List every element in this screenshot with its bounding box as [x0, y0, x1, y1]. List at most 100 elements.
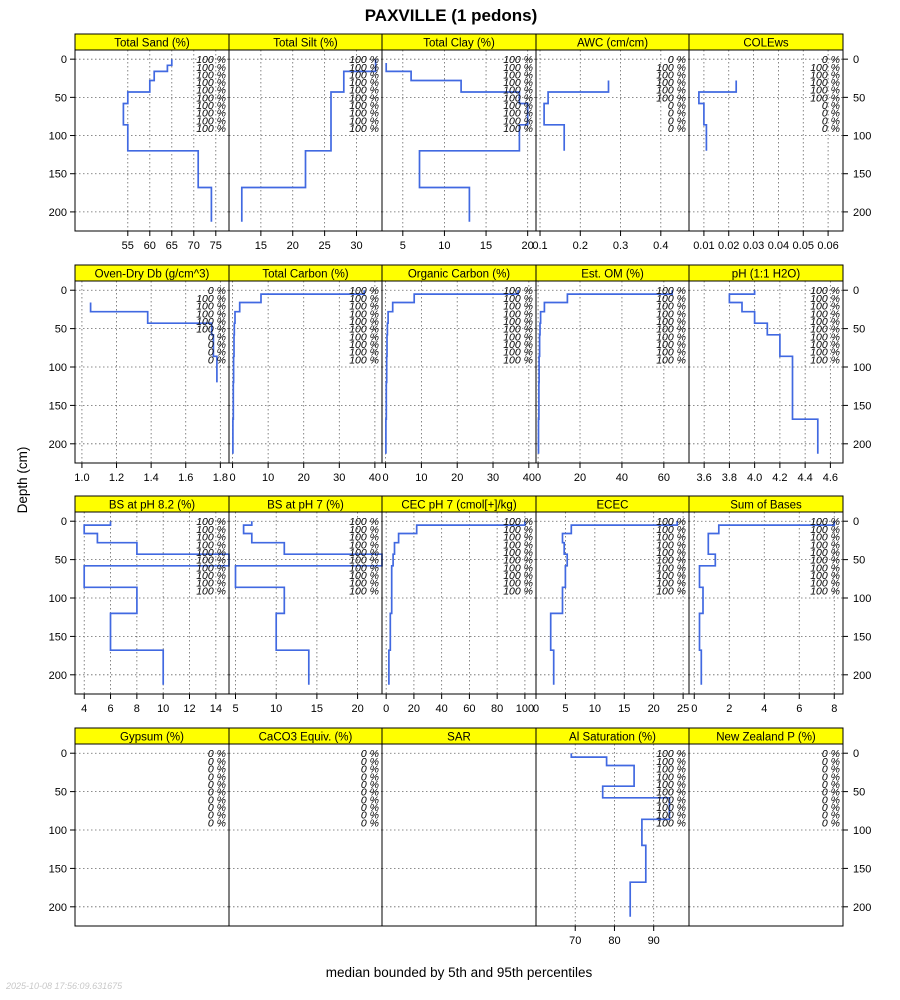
percentile-label: 100 % [656, 748, 686, 760]
x-tick-label: 80 [608, 935, 620, 947]
percentile-label: 100 % [503, 331, 533, 343]
percentile-label: 100 % [656, 802, 686, 814]
percentile-label: 100 % [503, 123, 533, 135]
x-tick-label: 60 [658, 472, 670, 484]
x-tick-label: 5 [400, 240, 406, 252]
percentile-label: 100 % [349, 324, 379, 336]
percentile-label: 0 % [208, 810, 226, 822]
percentile-label: 100 % [349, 524, 379, 536]
x-tick-label: 5 [562, 703, 568, 715]
x-tick-label: 0.1 [532, 240, 547, 252]
percentile-label: 0 % [361, 810, 379, 822]
x-tick-label: 3.6 [696, 472, 711, 484]
panel-frame [228, 743, 383, 927]
percentile-label: 100 % [503, 547, 533, 559]
x-tick-label: 8 [134, 703, 140, 715]
percentile-label: 100 % [349, 301, 379, 313]
x-tick-label: 20 [408, 703, 420, 715]
percentile-label: 100 % [349, 285, 379, 297]
x-tick-label: 10 [157, 703, 169, 715]
percentile-label: 100 % [656, 547, 686, 559]
percentile-label: 100 % [349, 108, 379, 120]
profile-line [543, 80, 610, 151]
percentile-label: 0 % [668, 123, 686, 135]
percentile-label: 100 % [349, 293, 379, 305]
percentile-label: 100 % [349, 308, 379, 320]
strip-label: Total Clay (%) [423, 38, 495, 50]
strip-label: pH (1:1 H2O) [732, 269, 801, 281]
x-tick-label: 65 [166, 240, 178, 252]
percentile-label: 0 % [822, 771, 840, 783]
x-tick-label: 20 [287, 240, 299, 252]
percentile-label: 0 % [668, 54, 686, 66]
x-tick-label: 0.01 [693, 240, 714, 252]
percentile-label: 100 % [196, 585, 226, 597]
y-tick-label: 50 [853, 555, 865, 567]
strip-label: CEC pH 7 (cmol[+]/kg) [401, 500, 517, 512]
x-tick-label: 0.2 [573, 240, 588, 252]
percentile-label: 100 % [503, 92, 533, 104]
strip-label: BS at pH 8.2 (%) [109, 500, 195, 512]
y-tick-label: 100 [853, 825, 871, 837]
x-tick-label: 0.4 [653, 240, 668, 252]
percentile-label: 100 % [196, 301, 226, 313]
percentile-label: 100 % [810, 324, 840, 336]
percentile-label: 100 % [349, 532, 379, 544]
percentile-label: 100 % [810, 92, 840, 104]
profile-line [728, 290, 819, 454]
percentile-label: 100 % [503, 285, 533, 297]
x-tick-label: 0 [383, 472, 389, 484]
percentile-label: 0 % [668, 100, 686, 112]
percentile-label: 100 % [196, 85, 226, 97]
x-tick-label: 10 [262, 472, 274, 484]
percentile-label: 100 % [503, 69, 533, 81]
percentile-label: 100 % [349, 62, 379, 74]
x-tick-label: 1.6 [178, 472, 193, 484]
percentile-label: 100 % [503, 555, 533, 567]
x-tick-label: 3.8 [722, 472, 737, 484]
x-tick-label: 60 [463, 703, 475, 715]
percentile-label: 100 % [349, 123, 379, 135]
percentile-label: 100 % [656, 810, 686, 822]
x-tick-label: 25 [319, 240, 331, 252]
y-tick-label: 200 [853, 439, 871, 451]
percentile-label: 100 % [656, 347, 686, 359]
percentile-label: 100 % [196, 516, 226, 528]
x-tick-label: 0.3 [613, 240, 628, 252]
percentile-label: 100 % [656, 756, 686, 768]
strip-label: Sum of Bases [730, 500, 802, 512]
y-tick-label: 150 [853, 631, 871, 643]
x-tick-label: 12 [183, 703, 195, 715]
percentile-label: 0 % [822, 794, 840, 806]
x-tick-label: 100 [516, 703, 534, 715]
x-tick-label: 4.2 [772, 472, 787, 484]
profile-line [89, 302, 218, 383]
percentile-label: 0 % [208, 794, 226, 806]
percentile-label: 0 % [208, 779, 226, 791]
percentile-label: 100 % [503, 85, 533, 97]
x-tick-label: 20 [574, 472, 586, 484]
percentile-label: 100 % [656, 316, 686, 328]
y-tick-label: 150 [853, 400, 871, 412]
x-tick-label: 0.06 [817, 240, 838, 252]
percentile-label: 100 % [656, 85, 686, 97]
percentile-label: 100 % [656, 331, 686, 343]
percentile-label: 100 % [810, 62, 840, 74]
percentile-label: 100 % [503, 62, 533, 74]
x-tick-label: 0 [535, 472, 541, 484]
percentile-label: 100 % [656, 779, 686, 791]
percentile-label: 100 % [656, 77, 686, 89]
percentile-label: 0 % [361, 748, 379, 760]
percentile-label: 100 % [656, 301, 686, 313]
percentile-label: 100 % [656, 562, 686, 574]
percentile-label: 0 % [208, 817, 226, 829]
y-tick-label: 50 [55, 787, 67, 799]
percentile-label: 100 % [196, 570, 226, 582]
